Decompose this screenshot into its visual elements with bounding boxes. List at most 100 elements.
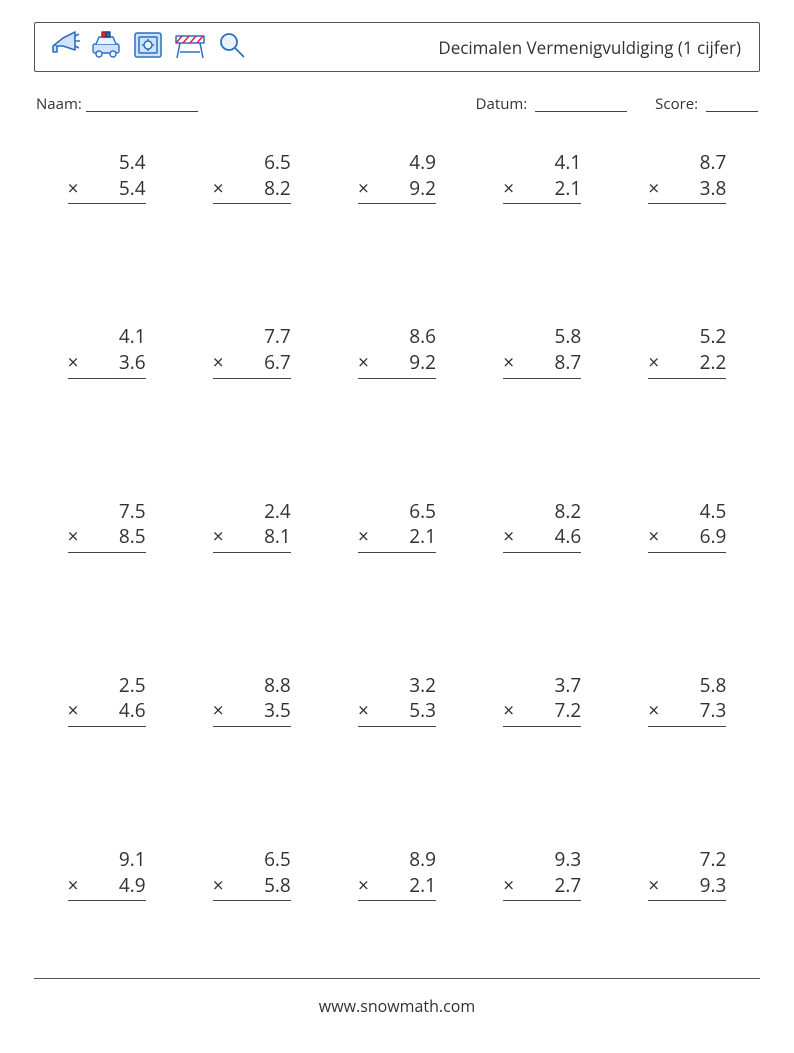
multiplicand: 3.7 <box>503 673 581 699</box>
problem: 8.8×3.5 <box>179 673 324 727</box>
problem: 3.7×7.2 <box>470 673 615 727</box>
problem: 6.5×5.8 <box>179 847 324 901</box>
operator: × <box>503 350 519 376</box>
operator: × <box>358 176 374 202</box>
operator: × <box>68 524 84 550</box>
problem-stack: 8.2×4.6 <box>503 499 581 553</box>
problem-stack: 8.7×3.8 <box>648 150 726 204</box>
multiplier: 6.9 <box>664 524 726 550</box>
problem-stack: 3.2×5.3 <box>358 673 436 727</box>
multiplicand: 6.5 <box>358 499 436 525</box>
problem: 8.7×3.8 <box>615 150 760 204</box>
problem-rule <box>68 900 146 901</box>
problem: 4.9×9.2 <box>324 150 469 204</box>
multiplier: 2.1 <box>374 873 436 899</box>
header-icons <box>47 28 249 67</box>
operator: × <box>213 350 229 376</box>
problem-stack: 5.2×2.2 <box>648 324 726 378</box>
multiplicand: 7.2 <box>648 847 726 873</box>
problem-stack: 6.5×8.2 <box>213 150 291 204</box>
problem-rule <box>68 203 146 204</box>
operator: × <box>68 698 84 724</box>
problem-rule <box>648 552 726 553</box>
multiplier: 8.5 <box>84 524 146 550</box>
multiplier: 5.3 <box>374 698 436 724</box>
problem-stack: 9.3×2.7 <box>503 847 581 901</box>
problem-rule <box>648 378 726 379</box>
problems-grid: 5.4×5.46.5×8.24.9×9.24.1×2.18.7×3.84.1×3… <box>34 150 760 901</box>
problem-stack: 5.8×7.3 <box>648 673 726 727</box>
problem-stack: 4.1×2.1 <box>503 150 581 204</box>
multiplicand: 8.6 <box>358 324 436 350</box>
header-box: Decimalen Vermenigvuldiging (1 cijfer) <box>34 22 760 72</box>
problem-rule <box>358 726 436 727</box>
multiplier: 2.7 <box>519 873 581 899</box>
multiplicand: 8.9 <box>358 847 436 873</box>
date-label: Datum: <box>476 94 528 114</box>
operator: × <box>213 524 229 550</box>
problem-rule <box>68 552 146 553</box>
problem: 5.4×5.4 <box>34 150 179 204</box>
name-blank[interactable] <box>86 111 198 112</box>
problem: 6.5×2.1 <box>324 499 469 553</box>
footer-text: www.snowmath.com <box>0 995 794 1017</box>
problem: 9.1×4.9 <box>34 847 179 901</box>
multiplier: 2.2 <box>664 350 726 376</box>
operator: × <box>648 698 664 724</box>
multiplier: 8.7 <box>519 350 581 376</box>
problem: 6.5×8.2 <box>179 150 324 204</box>
magnifier-icon <box>215 28 249 67</box>
multiplier: 3.5 <box>229 698 291 724</box>
multiplicand: 5.4 <box>68 150 146 176</box>
safe-icon <box>131 28 165 67</box>
multiplier: 5.8 <box>229 873 291 899</box>
megaphone-icon <box>47 28 81 67</box>
operator: × <box>358 698 374 724</box>
problem-rule <box>213 552 291 553</box>
multiplier: 8.2 <box>229 176 291 202</box>
date-blank[interactable] <box>535 111 627 112</box>
problem: 5.8×7.3 <box>615 673 760 727</box>
problem: 8.9×2.1 <box>324 847 469 901</box>
multiplier: 9.2 <box>374 350 436 376</box>
problem-rule <box>358 900 436 901</box>
multiplier: 2.1 <box>519 176 581 202</box>
multiplier: 6.7 <box>229 350 291 376</box>
multiplier: 3.8 <box>664 176 726 202</box>
operator: × <box>358 873 374 899</box>
multiplicand: 9.1 <box>68 847 146 873</box>
multiplier: 4.6 <box>519 524 581 550</box>
problem-stack: 3.7×7.2 <box>503 673 581 727</box>
problem-stack: 5.4×5.4 <box>68 150 146 204</box>
multiplier: 4.6 <box>84 698 146 724</box>
multiplicand: 6.5 <box>213 150 291 176</box>
problem-stack: 6.5×5.8 <box>213 847 291 901</box>
multiplicand: 9.3 <box>503 847 581 873</box>
operator: × <box>503 176 519 202</box>
problem: 2.5×4.6 <box>34 673 179 727</box>
multiplicand: 7.5 <box>68 499 146 525</box>
operator: × <box>503 873 519 899</box>
problem-rule <box>503 552 581 553</box>
multiplicand: 8.2 <box>503 499 581 525</box>
multiplicand: 4.1 <box>68 324 146 350</box>
score-blank[interactable] <box>706 111 758 112</box>
problem-stack: 7.7×6.7 <box>213 324 291 378</box>
operator: × <box>358 350 374 376</box>
multiplicand: 7.7 <box>213 324 291 350</box>
problem-stack: 7.2×9.3 <box>648 847 726 901</box>
multiplicand: 4.5 <box>648 499 726 525</box>
multiplicand: 2.5 <box>68 673 146 699</box>
problem-rule <box>358 378 436 379</box>
problem-rule <box>503 203 581 204</box>
problem-rule <box>213 900 291 901</box>
multiplier: 3.6 <box>84 350 146 376</box>
multiplicand: 8.7 <box>648 150 726 176</box>
multiplier: 7.2 <box>519 698 581 724</box>
problem-rule <box>503 900 581 901</box>
footer-rule <box>34 978 760 979</box>
problem-stack: 2.4×8.1 <box>213 499 291 553</box>
operator: × <box>213 873 229 899</box>
multiplier: 2.1 <box>374 524 436 550</box>
multiplicand: 3.2 <box>358 673 436 699</box>
